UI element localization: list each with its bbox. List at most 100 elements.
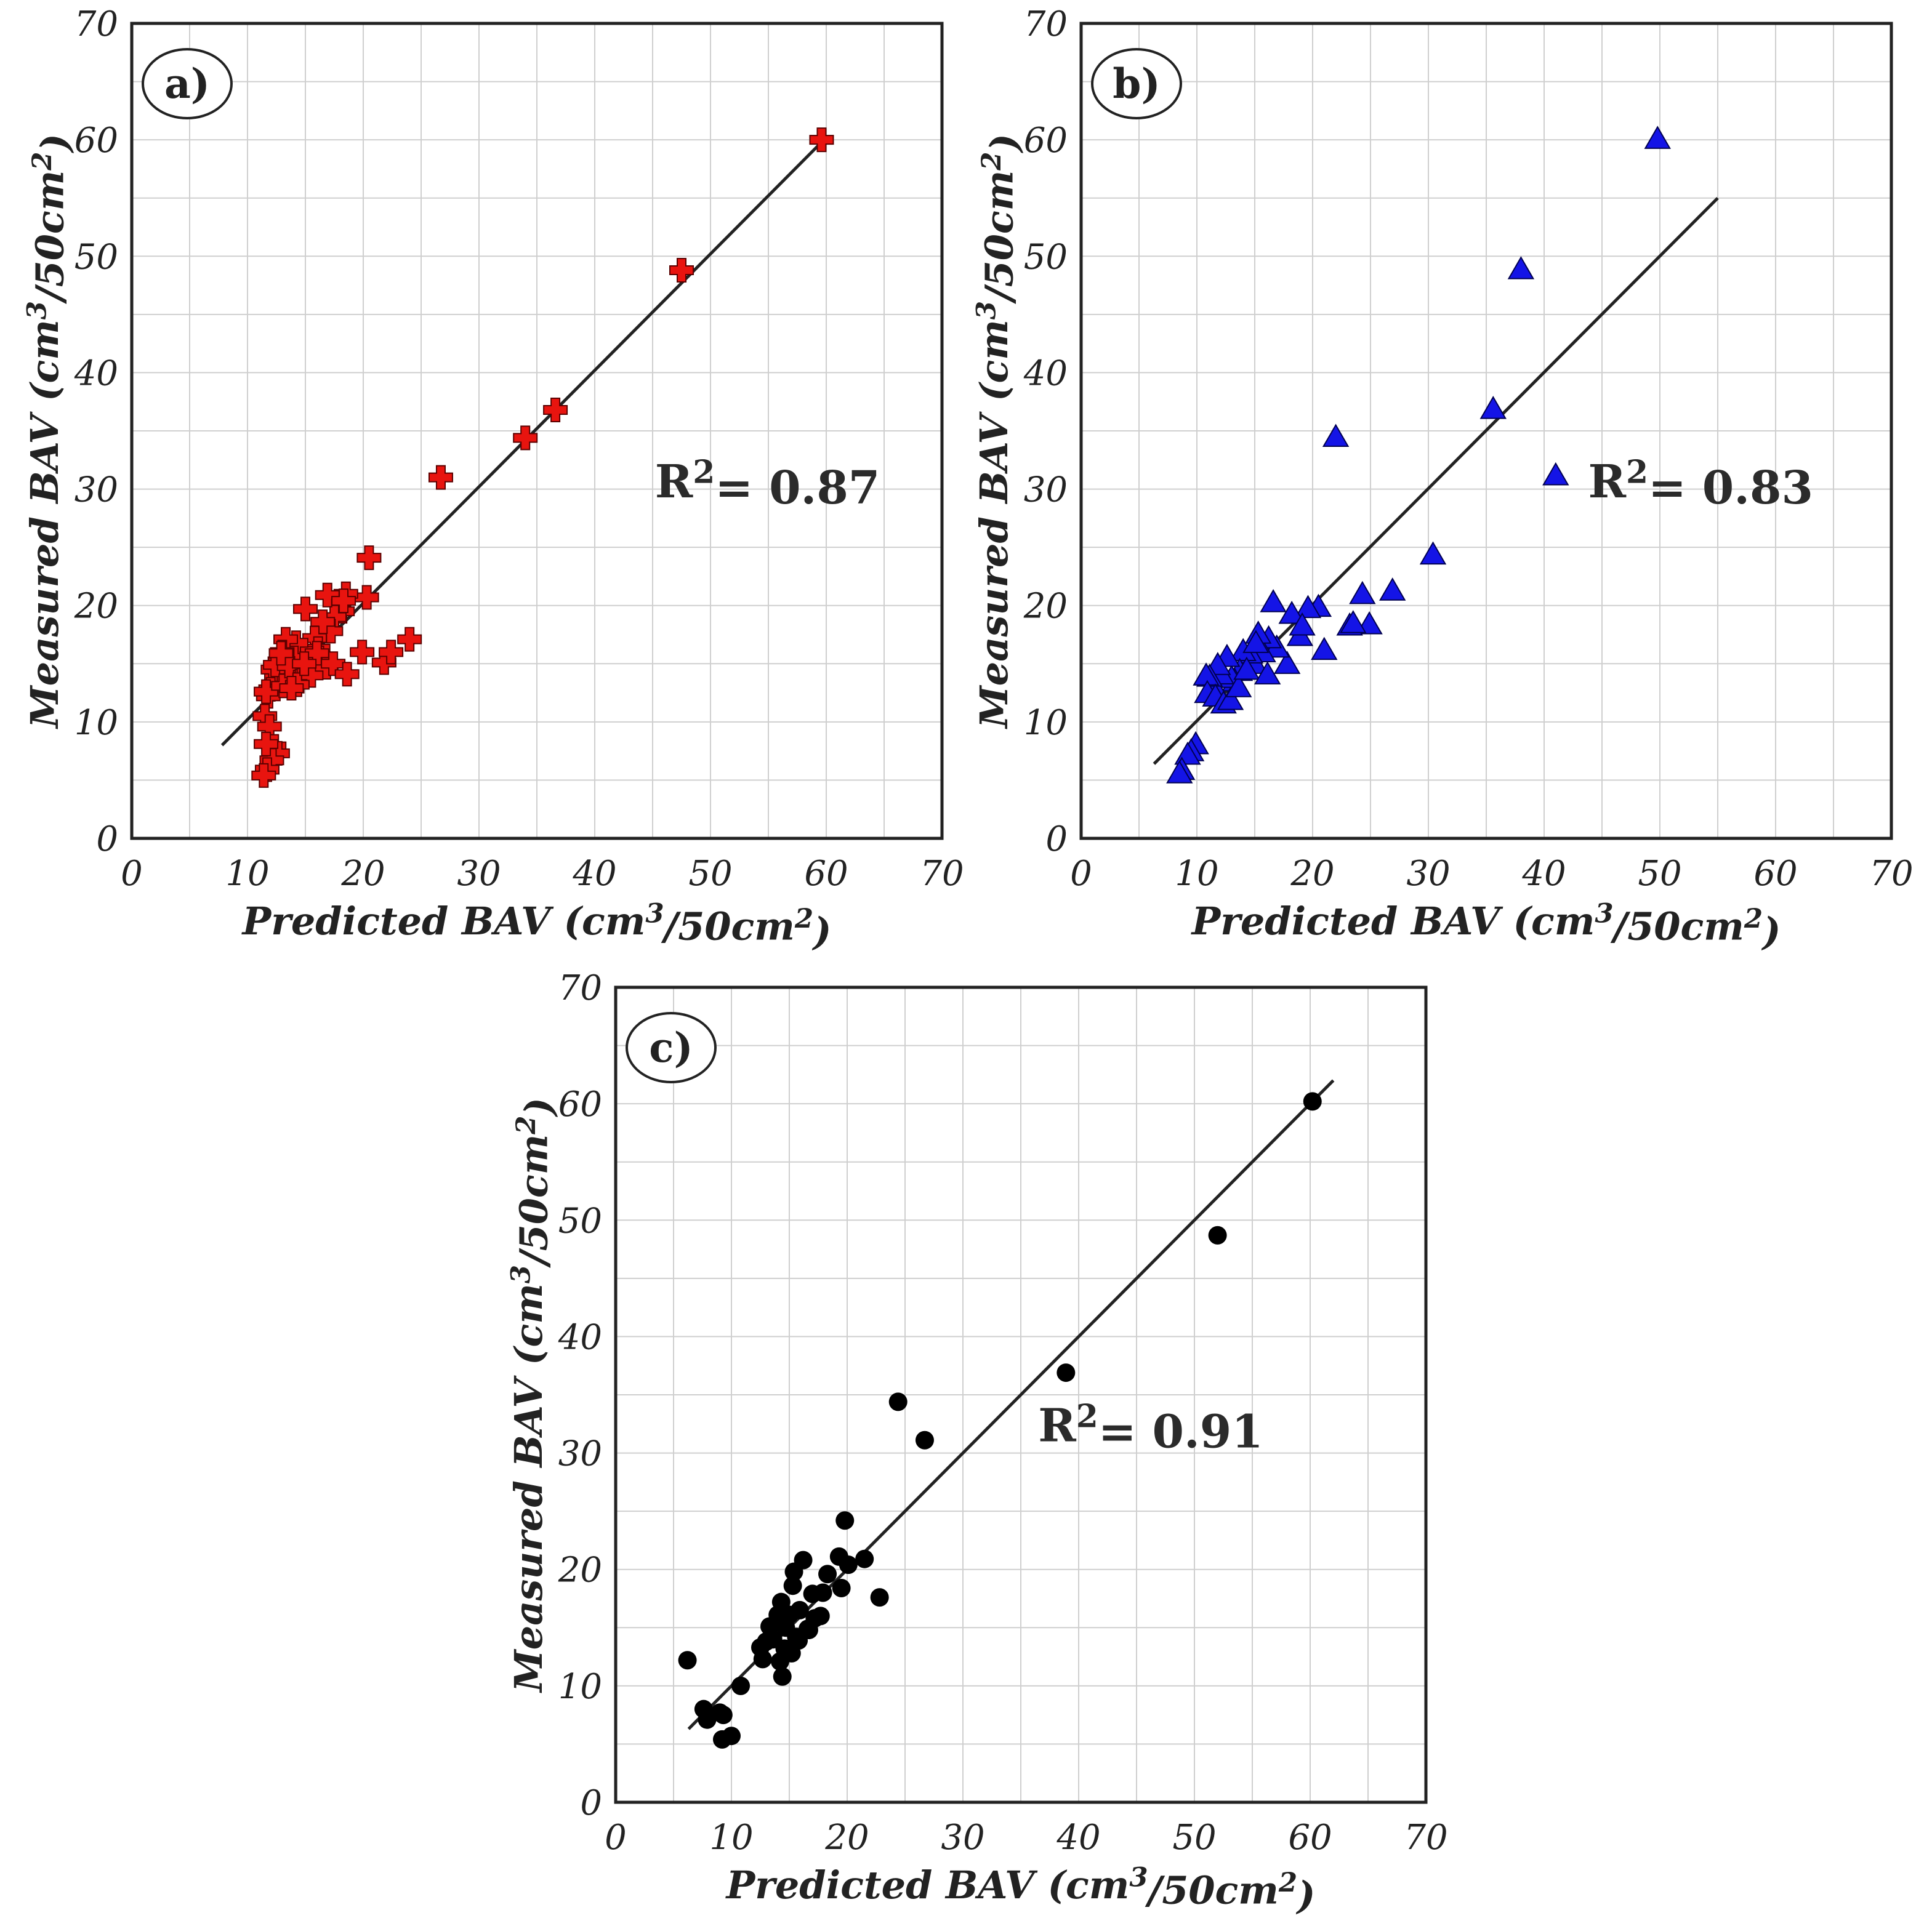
data-point-cross	[304, 641, 329, 666]
y-tick-label: 0	[580, 1783, 602, 1823]
panel-label-badge	[142, 48, 233, 119]
data-point-cross	[315, 582, 340, 608]
y-tick-label: 40	[1023, 353, 1068, 393]
grid	[1081, 23, 1891, 838]
x-tick-label: 70	[1869, 854, 1913, 894]
data-point-circle	[784, 1562, 803, 1581]
data-point-cross	[254, 679, 279, 704]
data-point-cross	[379, 640, 404, 665]
data-point-cross	[356, 545, 382, 571]
data-point-circle	[1303, 1092, 1322, 1111]
data-point-cross	[292, 651, 317, 676]
r2-annotation: R2= 0.91	[1038, 1397, 1263, 1458]
data-point-circle	[803, 1584, 822, 1603]
data-point-triangle	[1233, 656, 1260, 680]
y-tick-label: 0	[96, 819, 118, 859]
data-points	[678, 1092, 1322, 1749]
data-point-cross	[543, 397, 568, 422]
x-tick-label: 20	[1290, 854, 1334, 894]
y-tick-label: 40	[558, 1317, 602, 1357]
plot-frame	[1079, 22, 1893, 840]
data-point-circle	[915, 1430, 934, 1450]
x-tick-label: 60	[1288, 1818, 1332, 1858]
x-tick-label: 50	[1172, 1818, 1216, 1858]
y-tick-label: 20	[74, 587, 118, 627]
y-tick-label: 70	[558, 968, 602, 1008]
y-tick-label: 20	[558, 1551, 602, 1591]
data-point-triangle	[1419, 541, 1447, 565]
data-point-circle	[751, 1638, 770, 1657]
data-point-triangle	[1260, 589, 1287, 612]
y-axis-title: Measured BAV (cm3/50cm2)	[505, 1097, 561, 1693]
grid	[132, 23, 942, 838]
panel-a-scatter: 0 10 20 30 40 50 60 70 0 10 20 30 40 50 60 70 a) R2= 0.87…	[21, 4, 964, 954]
data-point-triangle	[1479, 396, 1507, 419]
data-point-circle	[1057, 1363, 1076, 1382]
y-tick-label: 10	[1024, 703, 1068, 743]
r2-annotation: R2= 0.87	[655, 454, 880, 515]
plot-frame	[614, 985, 1428, 1804]
x-axis-title: Predicted BAV (cm3/50cm2)	[725, 1861, 1316, 1917]
data-points	[251, 127, 834, 788]
y-tick-label: 50	[1024, 237, 1068, 277]
data-point-cross	[809, 127, 834, 153]
panel-label-badge	[1091, 48, 1182, 119]
x-tick-label: 10	[1175, 854, 1218, 894]
panel-b-scatter: 0 10 20 30 40 50 60 70 0 10 20 30 40 50 60 70 b) R2= 0.83…	[970, 4, 1913, 954]
data-point-triangle	[1217, 686, 1244, 710]
data-point-triangle	[1242, 630, 1270, 653]
data-point-cross	[513, 425, 538, 451]
x-tick-label: 40	[1521, 854, 1566, 894]
panel-label: a)	[164, 60, 210, 108]
data-point-cross	[331, 588, 356, 614]
data-point-triangle	[1644, 126, 1671, 149]
x-tick-label: 40	[1056, 1818, 1100, 1858]
data-point-cross	[251, 763, 276, 788]
x-tick-label: 0	[121, 854, 143, 894]
data-point-triangle	[1311, 636, 1338, 660]
data-point-triangle	[1507, 256, 1535, 279]
x-tick-label: 10	[709, 1818, 753, 1858]
grid	[616, 987, 1426, 1802]
x-axis-title: Predicted BAV (cm3/50cm2)	[1191, 897, 1781, 953]
data-point-triangle	[1349, 580, 1376, 604]
x-tick-label: 60	[1753, 854, 1797, 894]
y-tick-label: 0	[1045, 819, 1068, 859]
y-tick-label: 10	[74, 703, 118, 743]
data-point-circle	[678, 1651, 697, 1670]
data-point-triangle	[1379, 577, 1406, 601]
x-tick-label: 40	[572, 854, 616, 894]
x-tick-label: 50	[688, 854, 732, 894]
data-point-triangle	[1340, 610, 1367, 633]
x-tick-label: 20	[824, 1818, 869, 1858]
x-tick-label: 30	[941, 1818, 984, 1858]
data-point-triangle	[1166, 760, 1193, 784]
data-point-circle	[829, 1547, 848, 1566]
y-tick-label: 70	[1024, 4, 1068, 44]
data-point-cross	[334, 662, 360, 687]
data-point-circle	[712, 1730, 731, 1749]
panel-label: c)	[649, 1024, 693, 1072]
data-point-cross	[350, 640, 375, 665]
y-axis-title: Measured BAV (cm3/50cm2)	[970, 134, 1026, 729]
data-point-triangle	[1273, 651, 1301, 674]
data-point-circle	[1208, 1226, 1227, 1245]
data-point-triangle	[1294, 595, 1322, 619]
panel-label: b)	[1113, 60, 1160, 108]
y-tick-label: 30	[558, 1434, 602, 1474]
data-point-circle	[835, 1511, 855, 1530]
panel-c-scatter: 0 10 20 30 40 50 60 70 0 10 20 30 40 50 60 70 c) R2= 0.91…	[505, 968, 1447, 1918]
y-tick-label: 30	[1024, 470, 1068, 510]
data-point-circle	[805, 1609, 824, 1628]
data-point-cross	[669, 257, 694, 283]
x-tick-label: 70	[1404, 1818, 1447, 1858]
data-point-cross	[397, 627, 422, 652]
data-point-triangle	[1289, 612, 1316, 636]
data-point-circle	[710, 1703, 730, 1722]
data-point-cross	[310, 609, 336, 635]
data-point-circle	[870, 1588, 889, 1607]
x-tick-label: 60	[804, 854, 848, 894]
y-tick-label: 20	[1023, 587, 1068, 627]
data-point-circle	[760, 1617, 779, 1636]
data-point-circle	[731, 1676, 751, 1695]
